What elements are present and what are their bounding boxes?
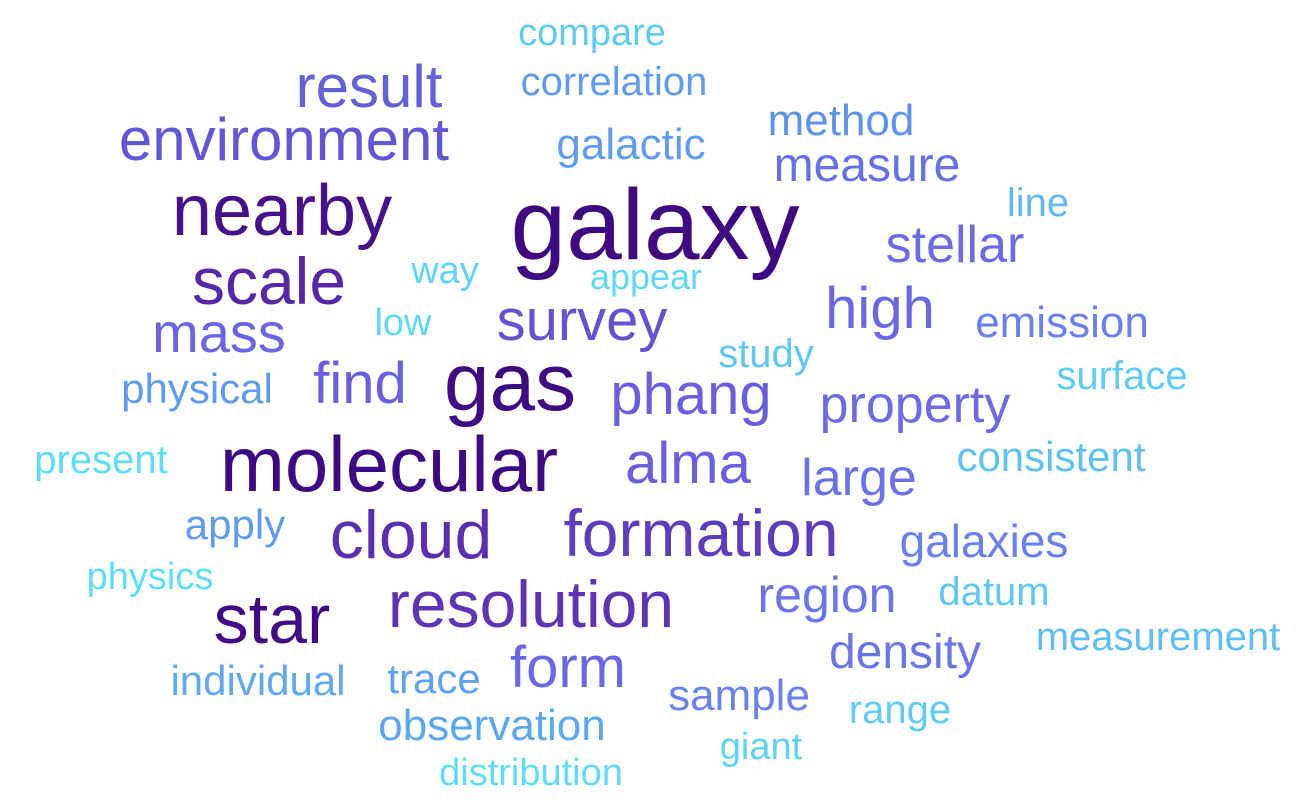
word-method: method	[767, 96, 915, 145]
word-apply: apply	[184, 501, 286, 548]
word-study: study	[718, 332, 814, 376]
word-result: result	[295, 53, 443, 120]
word-low: low	[374, 302, 432, 344]
word-resolution: resolution	[387, 567, 675, 641]
word-alma: alma	[625, 431, 751, 496]
word-galaxies: galaxies	[899, 515, 1069, 567]
word-compare: compare	[518, 12, 666, 54]
word-physics: physics	[86, 556, 214, 598]
word-formation: formation	[563, 496, 839, 570]
word-mass: mass	[152, 301, 286, 364]
word-datum: datum	[938, 570, 1050, 614]
word-property: property	[819, 376, 1011, 434]
word-star: star	[213, 580, 331, 658]
word-physical: physical	[121, 365, 273, 412]
word-high: high	[825, 276, 935, 341]
word-way: way	[411, 250, 479, 292]
word-consistent: consistent	[956, 433, 1146, 480]
word-appear: appear	[589, 256, 703, 297]
word-distribution: distribution	[439, 752, 623, 794]
word-giant: giant	[719, 726, 803, 768]
word-emission: emission	[975, 298, 1149, 347]
word-gas: gas	[443, 337, 577, 428]
word-cloud: cloud	[329, 497, 493, 573]
word-phang: phang	[610, 362, 772, 427]
word-stellar: stellar	[885, 216, 1025, 274]
word-galaxy: galaxy	[510, 169, 800, 281]
word-scale: scale	[191, 244, 347, 318]
word-trace: trace	[387, 655, 481, 702]
word-molecular: molecular	[219, 420, 559, 508]
word-present: present	[34, 438, 168, 482]
word-large: large	[801, 449, 917, 507]
word-environment: environment	[118, 106, 450, 173]
word-surface: surface	[1056, 354, 1188, 398]
word-sample: sample	[668, 671, 810, 720]
word-measure: measure	[773, 139, 961, 192]
word-region: region	[757, 567, 897, 623]
word-density: density	[828, 626, 982, 679]
word-observation: observation	[378, 701, 606, 750]
word-line: line	[1006, 181, 1070, 225]
word-individual: individual	[170, 657, 346, 704]
word-measurement: measurement	[1035, 615, 1281, 659]
word-form: form	[510, 635, 626, 700]
word-nearby: nearby	[171, 171, 393, 251]
word-correlation: correlation	[520, 60, 708, 104]
word-range: range	[848, 688, 952, 732]
word-survey: survey	[496, 288, 668, 353]
word-find: find	[313, 351, 407, 416]
word-galactic: galactic	[556, 120, 706, 169]
